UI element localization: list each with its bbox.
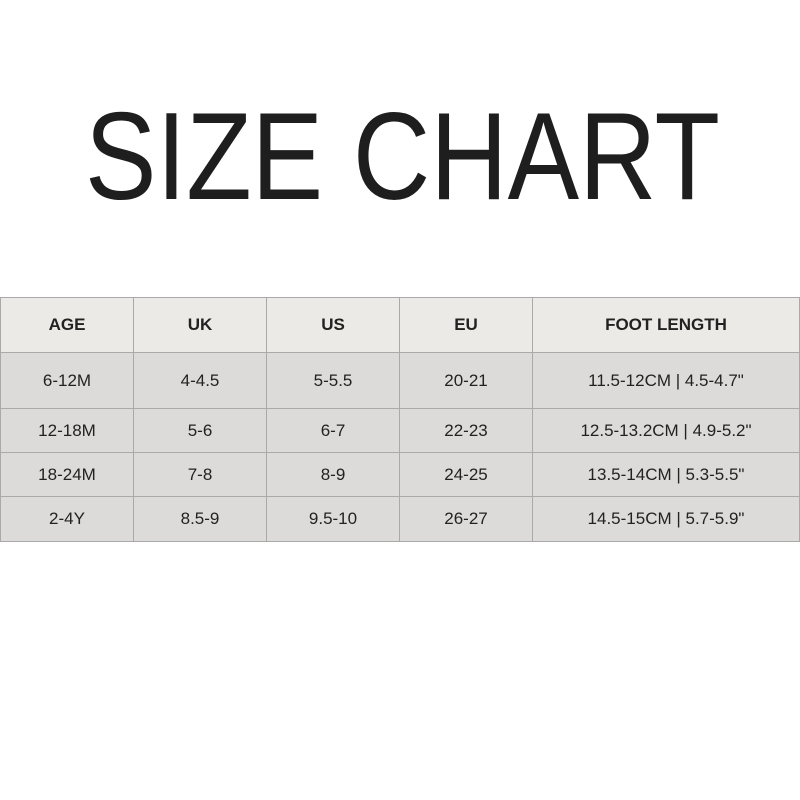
cell-foot-length: 13.5-14CM | 5.3-5.5" [532,452,800,497]
cell-foot-length: 11.5-12CM | 4.5-4.7" [532,352,800,409]
table-row: 2-4Y 8.5-9 9.5-10 26-27 14.5-15CM | 5.7-5.9" [0,496,800,542]
cell-foot-length: 12.5-13.2CM | 4.9-5.2" [532,408,800,453]
cell-uk: 5-6 [133,408,267,453]
header-foot-length: FOOT LENGTH [532,297,800,353]
cell-us: 9.5-10 [266,496,400,542]
cell-age: 2-4Y [0,496,134,542]
cell-uk: 8.5-9 [133,496,267,542]
header-uk: UK [133,297,267,353]
header-eu: EU [399,297,533,353]
title-text: SIZE CHART [85,90,720,220]
page-title: SIZE CHART [85,90,720,220]
cell-eu: 26-27 [399,496,533,542]
cell-foot-length: 14.5-15CM | 5.7-5.9" [532,496,800,542]
size-chart-table: AGE UK US EU FOOT LENGTH 6-12M 4-4.5 5-5.5… [0,297,800,542]
cell-age: 18-24M [0,452,134,497]
cell-us: 8-9 [266,452,400,497]
header-us: US [266,297,400,353]
cell-eu: 20-21 [399,352,533,409]
header-age: AGE [0,297,134,353]
table-row: 18-24M 7-8 8-9 24-25 13.5-14CM | 5.3-5.5" [0,452,800,497]
table-header-row: AGE UK US EU FOOT LENGTH [0,297,800,353]
cell-us: 5-5.5 [266,352,400,409]
table-row: 12-18M 5-6 6-7 22-23 12.5-13.2CM | 4.9-5.2" [0,408,800,453]
cell-uk: 4-4.5 [133,352,267,409]
table-row: 6-12M 4-4.5 5-5.5 20-21 11.5-12CM | 4.5-4.7" [0,352,800,409]
cell-us: 6-7 [266,408,400,453]
cell-eu: 22-23 [399,408,533,453]
cell-age: 6-12M [0,352,134,409]
cell-age: 12-18M [0,408,134,453]
cell-eu: 24-25 [399,452,533,497]
cell-uk: 7-8 [133,452,267,497]
